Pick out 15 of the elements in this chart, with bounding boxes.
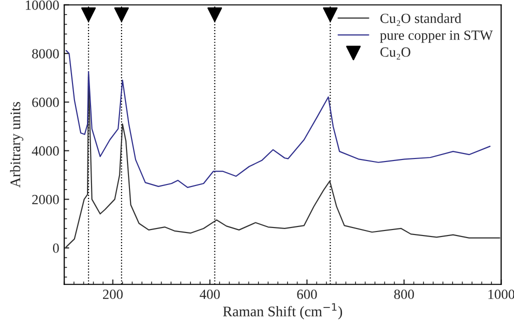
x-tick-label: 600 [297,290,317,300]
y-tick-label: 2000 [32,194,59,204]
y-tick-label: 6000 [32,98,59,108]
legend-label: Cu₂O [380,47,410,60]
y-tick-label: 10000 [26,0,59,10]
y-tick-label: 0 [52,244,59,253]
x-tick-label: 800 [394,290,414,300]
legend-label: pure copper in STW [380,30,493,43]
x-axis-title: Raman Shift (cm$^{−1}$) [223,303,342,320]
legend-label: Cu₂O standard [380,13,462,26]
x-tick-label: 400 [200,290,220,300]
y-tick-label: 8000 [32,49,59,58]
y-tick-label: 4000 [32,146,59,156]
y-axis-title: Arbitrary units [10,102,24,188]
x-tick-label: 200 [102,290,123,300]
